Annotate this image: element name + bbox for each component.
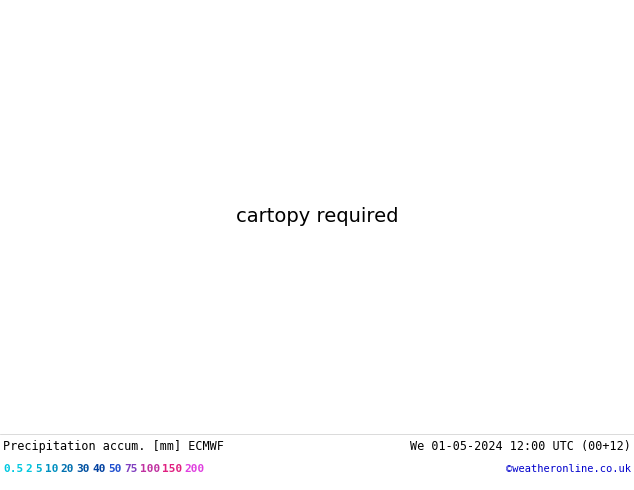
Text: 2: 2: [25, 464, 32, 474]
Text: 75: 75: [124, 464, 138, 474]
Text: ©weatheronline.co.uk: ©weatheronline.co.uk: [506, 464, 631, 474]
Text: 5: 5: [35, 464, 42, 474]
Text: 0.5: 0.5: [3, 464, 23, 474]
Text: Precipitation accum. [mm] ECMWF: Precipitation accum. [mm] ECMWF: [3, 440, 224, 453]
Text: 30: 30: [76, 464, 90, 474]
Text: 100: 100: [140, 464, 160, 474]
Text: 40: 40: [92, 464, 106, 474]
Text: 10: 10: [44, 464, 58, 474]
Text: 50: 50: [108, 464, 122, 474]
Text: 150: 150: [162, 464, 182, 474]
Text: 20: 20: [60, 464, 74, 474]
Text: 200: 200: [184, 464, 204, 474]
Text: We 01-05-2024 12:00 UTC (00+12): We 01-05-2024 12:00 UTC (00+12): [410, 440, 631, 453]
Text: cartopy required: cartopy required: [236, 207, 398, 226]
